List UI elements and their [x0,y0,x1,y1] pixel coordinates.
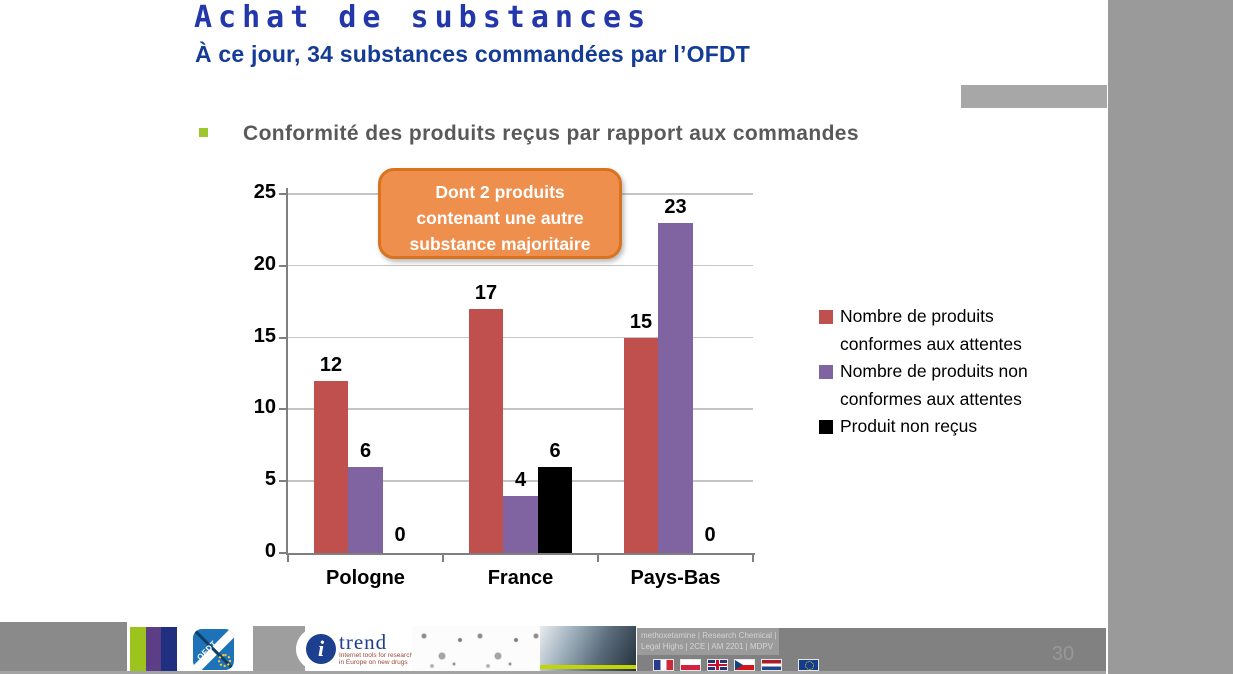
y-axis-label: 15 [253,324,276,347]
flags-row [653,659,819,671]
itrend-name: trend [339,630,388,654]
callout-line: substance majoritaire [409,234,591,254]
slide-title: Achat de substances [194,0,652,35]
bar-france-series3 [537,466,573,553]
bar-pologne-series2 [348,466,383,553]
bar-value-label: 15 [629,310,653,333]
x-axis-tick [442,555,444,562]
bar-pays-bas-series1 [623,337,659,553]
page-number: 30 [1051,643,1075,665]
bar-value-label: 6 [359,439,372,462]
footer-photo [540,626,636,672]
network-dots-image [412,626,540,672]
y-axis-tick [279,336,288,339]
top-right-decorative-bar [961,85,1107,108]
legend-item: Nombre de produits conformes aux attente… [819,303,1071,358]
category-label: Pologne [326,567,405,589]
y-axis-label: 5 [264,468,276,491]
callout-box: Dont 2 produits contenant une autre subs… [378,168,622,259]
chart-gridline [288,336,753,339]
bar-value-label: 17 [474,281,498,304]
chart-gridline [288,480,753,482]
y-axis-tick [279,264,288,267]
legend-swatch-icon [819,310,833,324]
y-axis-label: 20 [253,252,276,275]
y-axis-line [286,188,288,555]
callout-line: contenant une autre [416,208,584,228]
flag-netherlands-icon [761,659,782,671]
x-axis-tick [287,555,289,562]
bar-pologne-series1 [313,380,349,553]
x-axis-tick [597,555,599,562]
right-gutter [1108,0,1233,674]
footer-left-band [0,622,127,672]
footer-stripe-purple [146,627,161,674]
legend-swatch-icon [819,365,833,379]
bar-france-series1 [468,308,504,553]
y-axis-tick [279,408,288,411]
footer-stripe-green [130,627,146,674]
flag-eu-icon [798,659,819,671]
bar-value-label: 0 [394,524,406,546]
bar-value-label: 6 [549,439,561,462]
legend-item: Produit non reçus [819,413,1071,441]
bar-chart: 0 5 10 15 20 25 Pologne 12 6 0 France 17 4 6 Pays-Bas 1… [253,181,755,589]
bar-pays-bas-series2 [658,222,693,553]
bar-france-series2 [503,495,538,553]
y-axis-tick [279,193,288,195]
bullet-square-icon [199,128,208,137]
y-axis-label: 10 [253,396,276,419]
section-heading: Conformité des produits reçus par rappor… [243,122,859,145]
y-axis-label: 25 [253,181,276,203]
legend-label: Nombre de produits conformes aux attente… [840,306,1022,354]
itrend-i-icon: i [306,634,336,664]
flag-czech-icon [734,659,755,671]
flag-poland-icon [680,659,701,671]
bar-value-label: 4 [514,468,527,491]
y-axis-tick [279,480,288,483]
legend-swatch-icon [819,420,833,434]
legend-item: Nombre de produits non conformes aux att… [819,358,1071,413]
itrend-logo: i trend Internet tools for research in E… [296,626,414,672]
flag-uk-icon [707,659,728,671]
chart-gridline [288,264,753,267]
keywords-line: Legal Highs | 2CE | AM 2201 | MDPV [641,642,774,651]
legend-label: Produit non reçus [840,416,978,436]
footer-bottom-strip [0,671,1106,674]
chart-gridline [288,408,753,410]
ofdt-logo: OFDT [193,629,234,670]
itrend-logo-text: trend Internet tools for research in Eur… [339,630,414,667]
bar-value-label: 12 [319,353,343,376]
category-label: Pays-Bas [630,567,721,589]
itrend-tagline: in Europe on new drugs [339,659,408,666]
legend-label: Nombre de produits non conformes aux att… [840,361,1028,409]
itrend-tagline: Internet tools for research [339,652,414,659]
chart-legend: Nombre de produits conformes aux attente… [819,303,1071,441]
y-axis-label: 0 [264,540,276,562]
keywords-box: methoxetamine | Research Chemical | Lega… [637,628,779,655]
x-axis-tick [752,555,754,562]
bar-value-label: 23 [664,195,687,218]
category-label: France [487,567,554,589]
footer-dark-band: methoxetamine | Research Chemical | Lega… [637,628,1106,672]
keywords-line: methoxetamine | Research Chemical | [641,631,777,640]
bar-value-label: 0 [704,524,716,546]
callout-line: Dont 2 produits [435,182,565,202]
x-axis-line [286,553,755,555]
y-axis-tick [279,552,288,554]
flag-france-icon [653,659,674,671]
slide-subtitle: À ce jour, 34 substances commandées par … [195,41,751,67]
footer-stripe-navy [161,627,177,674]
eu-stars-icon [218,654,231,667]
